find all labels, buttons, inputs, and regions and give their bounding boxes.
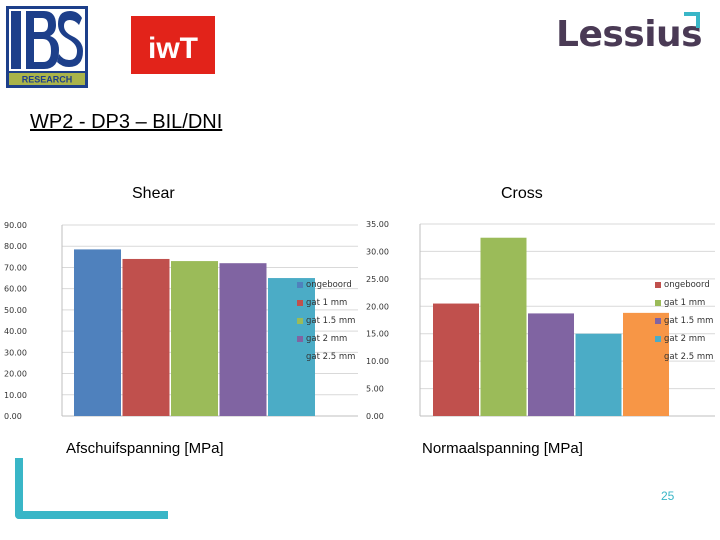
legend-label: ongeboord [306, 280, 352, 290]
page-number: 25 [661, 489, 675, 503]
legend-item: gat 1 mm [655, 298, 713, 316]
legend-swatch [655, 281, 661, 288]
iwt-logo-text: iwT [148, 32, 198, 65]
legend-swatch [655, 299, 661, 306]
legend-item: ongeboord [297, 280, 355, 298]
chart1-ytick-label: 30.00 [366, 247, 389, 256]
legend-swatch [297, 299, 303, 306]
shear-chart-title: Shear [132, 185, 175, 202]
legend-label: gat 1.5 mm [306, 316, 356, 326]
legend-item: gat 2 mm [297, 334, 355, 352]
legend-item: gat 2 mm [655, 334, 713, 352]
legend-swatch [297, 335, 303, 342]
chart0-bar-ongeboord [74, 249, 121, 416]
legend-swatch [655, 353, 661, 360]
legend-label: gat 1 mm [306, 298, 348, 308]
iwt-logo: iwT [131, 16, 215, 74]
chart0-ytick-label: 80.00 [4, 242, 27, 251]
chart1-ytick-label: 10.00 [366, 357, 389, 366]
chart0-ytick-label: 60.00 [4, 285, 27, 294]
chart0-ytick-label: 70.00 [4, 263, 27, 272]
legend-item: gat 2.5 mm [297, 352, 355, 370]
lessius-brand: Lessius [556, 14, 703, 55]
slide-title: WP2 - DP3 – BIL/DNI [30, 111, 223, 133]
legend-label: gat 1 mm [664, 298, 706, 308]
corner-bracket-decoration [15, 458, 168, 519]
chart1-ytick-label: 0.00 [366, 412, 384, 421]
cross-xlabel: Normaalspanning [MPa] [422, 440, 583, 457]
brand-corner-mark [684, 12, 700, 28]
chart1-ytick-label: 20.00 [366, 302, 389, 311]
cross-legend: ongeboord gat 1 mm gat 1.5 mm gat 2 mm gat 2… [655, 280, 713, 370]
shear-legend: ongeboord gat 1 mm gat 1.5 mm gat 2 mm gat 2… [297, 280, 355, 370]
chart1-bar-gat-2-mm [575, 333, 622, 416]
chart0-ytick-label: 30.00 [4, 348, 27, 357]
chart1-bar-gat-1-5-mm [528, 313, 574, 416]
chart1-bar-gat-1-mm [480, 237, 527, 416]
bs-research-logo: RESEARCH [6, 6, 88, 88]
legend-swatch [655, 317, 661, 324]
chart0-ytick-label: 10.00 [4, 391, 27, 400]
legend-label: gat 2.5 mm [664, 352, 714, 362]
legend-swatch [297, 317, 303, 324]
chart0-bar-gat-1-5-mm [171, 261, 218, 416]
legend-label: gat 2.5 mm [306, 352, 356, 362]
chart0-bar-gat-1-mm [122, 258, 170, 416]
chart0-ytick-label: 0.00 [4, 412, 22, 421]
legend-item: gat 1 mm [297, 298, 355, 316]
legend-swatch [655, 335, 661, 342]
chart0-ytick-label: 90.00 [4, 221, 27, 230]
chart0-ytick-label: 50.00 [4, 306, 27, 315]
chart1-ytick-label: 5.00 [366, 385, 384, 394]
legend-item: gat 1.5 mm [297, 316, 355, 334]
chart0-bar-gat-2-5-mm [268, 278, 315, 416]
shear-xlabel: Afschuifspanning [MPa] [66, 440, 224, 457]
chart0-bar-gat-2-mm [219, 263, 267, 416]
chart1-ytick-label: 35.00 [366, 220, 389, 229]
legend-swatch [297, 353, 303, 360]
chart0-ytick-label: 20.00 [4, 370, 27, 379]
legend-label: gat 1.5 mm [664, 316, 714, 326]
legend-item: gat 1.5 mm [655, 316, 713, 334]
legend-item: ongeboord [655, 280, 713, 298]
legend-label: gat 2 mm [664, 334, 706, 344]
chart1-ytick-label: 15.00 [366, 330, 389, 339]
logo-research-text: RESEARCH [22, 75, 73, 85]
legend-label: ongeboord [664, 280, 710, 290]
chart1-bar-ongeboord [433, 303, 479, 416]
legend-swatch [297, 281, 303, 288]
chart0-ytick-label: 40.00 [4, 327, 27, 336]
legend-item: gat 2.5 mm [655, 352, 713, 370]
cross-chart-title: Cross [501, 185, 543, 202]
legend-label: gat 2 mm [306, 334, 348, 344]
chart1-ytick-label: 25.00 [366, 275, 389, 284]
chart1-bar-gat-2-5-mm [623, 312, 669, 416]
